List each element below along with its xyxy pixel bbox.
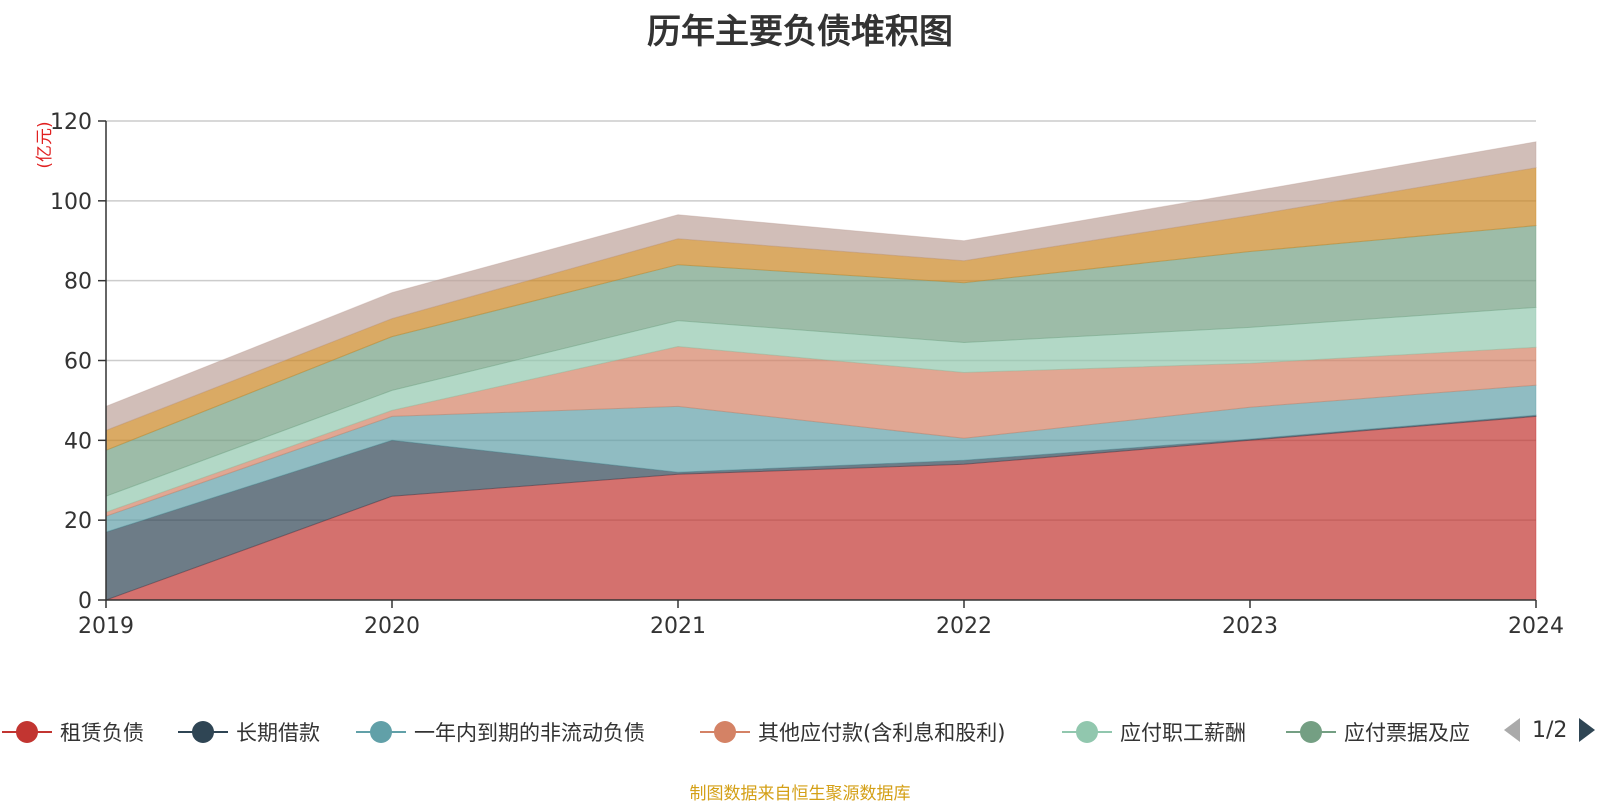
legend-item[interactable]: 一年内到期的非流动负债: [356, 712, 645, 752]
source-note: 制图数据来自恒生聚源数据库: [689, 784, 911, 804]
area-series-7: [105, 141, 1537, 432]
legend-marker-icon: [2, 721, 52, 743]
legend-item[interactable]: 租赁负债: [2, 712, 144, 752]
legend-marker-icon: [356, 721, 406, 743]
legend-marker-icon: [700, 721, 750, 743]
area-series: [105, 141, 1537, 601]
legend-item[interactable]: 长期借款: [178, 712, 320, 752]
legend-item[interactable]: 其他应付款(含利息和股利): [700, 712, 1005, 752]
legend-label: 一年内到期的非流动负债: [414, 721, 645, 745]
legend-label: 租赁负债: [60, 721, 144, 745]
legend-marker-icon: [1286, 721, 1336, 743]
y-tick-label: 40: [64, 429, 92, 454]
x-tick-label: 2024: [1508, 614, 1564, 639]
chart-title: 历年主要负债堆积图: [647, 12, 953, 52]
y-tick-label: 100: [50, 190, 92, 215]
legend-marker-icon: [1062, 721, 1112, 743]
triangle-right-icon[interactable]: [1577, 716, 1597, 744]
x-tick-label: 2022: [936, 614, 992, 639]
legend-label: 应付职工薪酬: [1120, 721, 1246, 745]
y-tick-label: 120: [50, 110, 92, 135]
triangle-left-icon[interactable]: [1502, 716, 1522, 744]
axes: 0 20 40 60 80 100 120 2019 2020 2021 2022 2023 2024: [50, 110, 1564, 639]
x-tick-label: 2023: [1222, 614, 1278, 639]
x-tick-label: 2020: [364, 614, 420, 639]
y-tick-label: 20: [64, 509, 92, 534]
y-tick-label: 60: [64, 350, 92, 375]
y-tick-label: 0: [78, 589, 92, 614]
legend-item[interactable]: 应付职工薪酬: [1062, 712, 1246, 752]
legend-label: 其他应付款(含利息和股利): [758, 721, 1006, 745]
legend-label: 长期借款: [236, 721, 320, 745]
x-tick-label: 2021: [650, 614, 706, 639]
y-axis-unit-label: (亿元): [35, 121, 55, 168]
legend-label: 应付票据及应: [1344, 721, 1470, 745]
legend-item[interactable]: 应付票据及应: [1286, 712, 1470, 752]
legend-pager: 1/2: [1502, 716, 1597, 744]
legend-page-indicator: 1/2: [1532, 717, 1568, 743]
legend: 租赁负债 长期借款 一年内到期的非流动负债 其他应付款(含利息和股利) 应付职工薪酬 应付…: [0, 712, 1600, 752]
x-tick-label: 2019: [78, 614, 134, 639]
legend-marker-icon: [178, 721, 228, 743]
y-tick-label: 80: [64, 270, 92, 295]
